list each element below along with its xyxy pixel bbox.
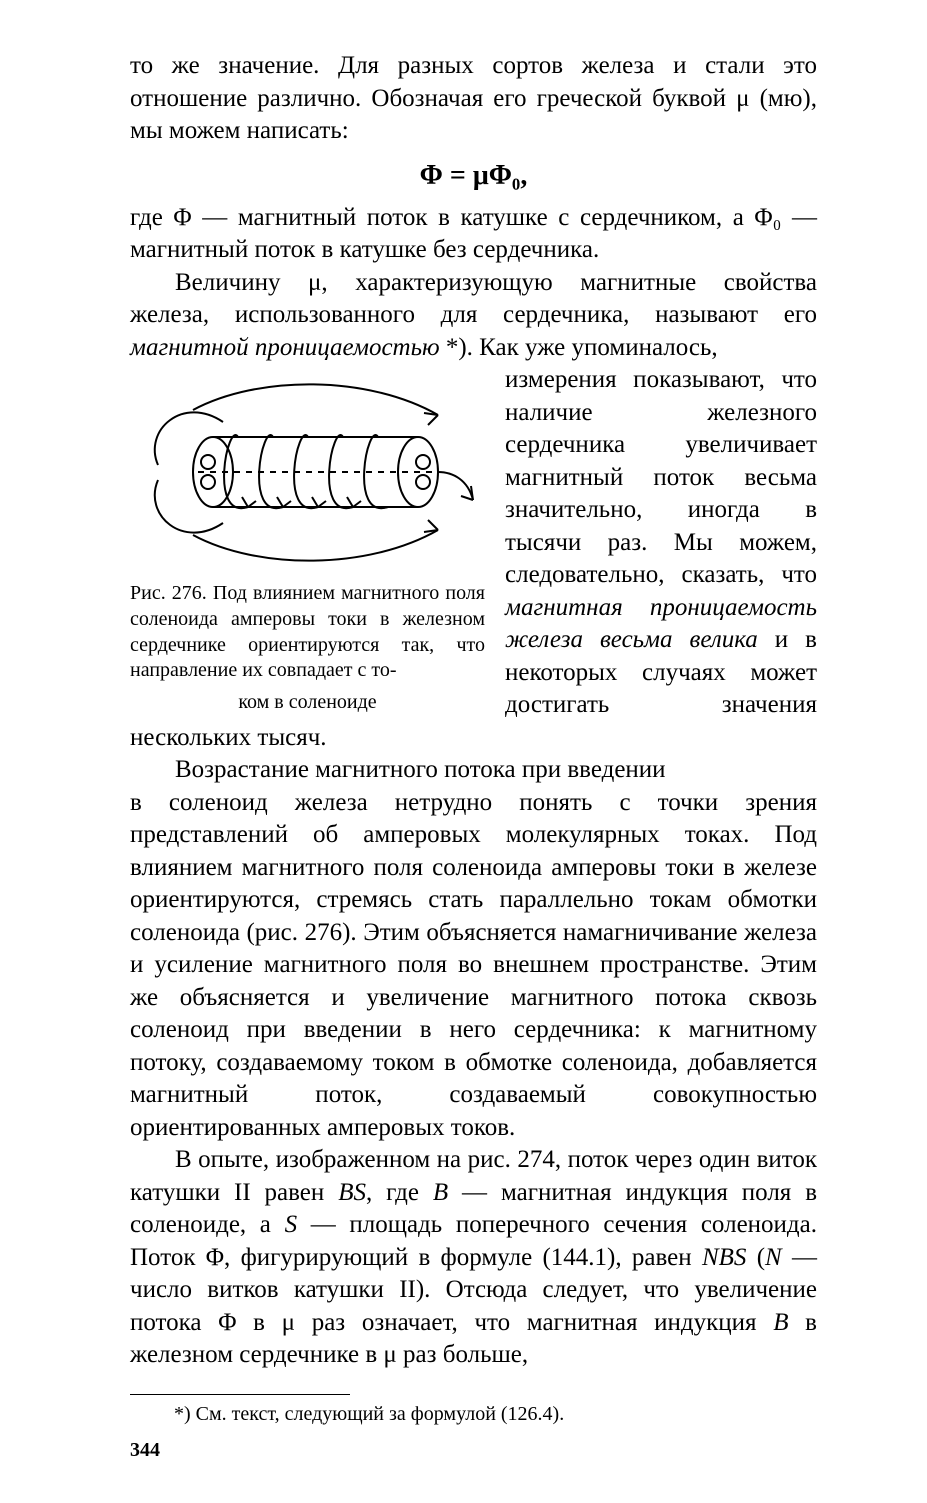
page-number: 344 xyxy=(130,1437,817,1463)
formula: Φ = μΦ₀, xyxy=(130,158,817,194)
p5-d: B xyxy=(433,1179,448,1206)
footnote-rule xyxy=(130,1394,350,1395)
p5-h: NBS xyxy=(702,1244,746,1271)
paragraph-1: то же значение. Для разных сортов железа… xyxy=(130,50,817,148)
solenoid-diagram-svg xyxy=(138,370,478,575)
paragraph-2: где Φ — магнитный поток в катушке с серд… xyxy=(130,202,817,267)
p5-j: N xyxy=(765,1244,782,1271)
p5-f: S xyxy=(285,1211,298,1238)
page: то же значение. Для разных сортов железа… xyxy=(0,0,927,1503)
p5-i: ( xyxy=(746,1244,765,1271)
figure-caption-line1: Рис. 276. Под влиянием магнитного поля с… xyxy=(130,581,485,683)
p5-c: , где xyxy=(366,1179,433,1206)
right-a: измерения показывают, что наличие железн… xyxy=(505,366,817,588)
figure-text-wrap: Рис. 276. Под влиянием магнитного поля с… xyxy=(130,364,817,787)
p5-b: BS xyxy=(338,1179,366,1206)
para3-a: Величину μ, характеризующую магнитные св… xyxy=(130,269,817,329)
paragraph-3: Величину μ, характеризующую магнитные св… xyxy=(130,267,817,365)
figure-caption-line2: ком в соленоиде xyxy=(130,690,485,716)
para3-b: *). Как уже упоминалось, xyxy=(440,334,718,361)
para3-italic: магнитной проницаемостью xyxy=(130,334,440,361)
p5-l: B xyxy=(773,1309,788,1336)
right-column-para2: Возрастание магнитного потока при введен… xyxy=(130,754,817,787)
footnote: *) См. текст, следующий за формулой (126… xyxy=(130,1401,817,1427)
paragraph-4: в соленоид железа нетрудно понять с точк… xyxy=(130,787,817,1145)
paragraph-5: В опыте, изображенном на рис. 274, поток… xyxy=(130,1144,817,1372)
figure-276: Рис. 276. Под влиянием магнитного поля с… xyxy=(130,370,485,715)
